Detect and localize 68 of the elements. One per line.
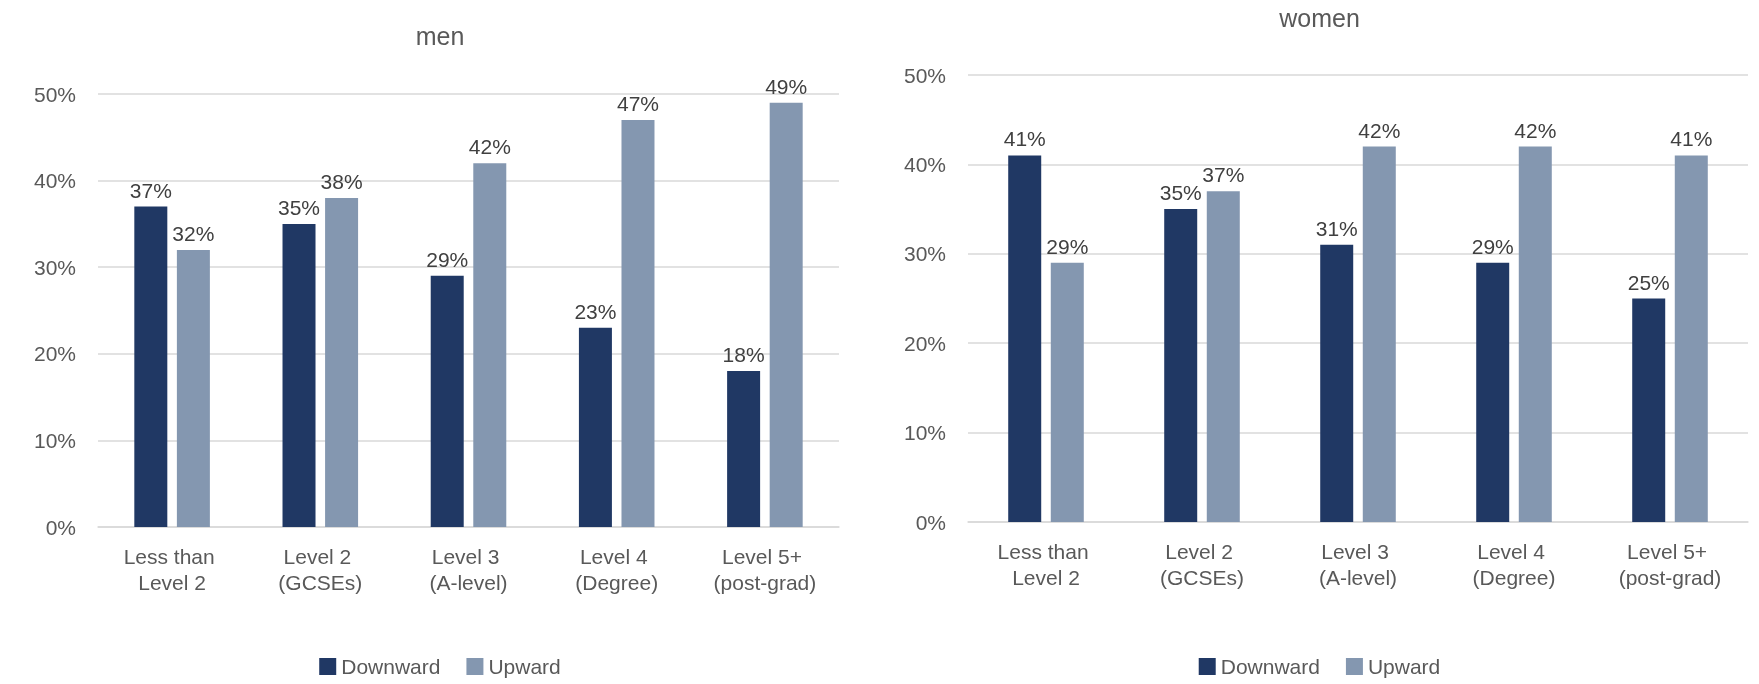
- y-tick-label: 20%: [903, 331, 946, 355]
- data-label: 29%: [1046, 234, 1089, 258]
- bar: [1320, 244, 1354, 522]
- legend-label: Upward: [488, 655, 561, 678]
- y-tick-label: 30%: [903, 242, 946, 266]
- data-label: 38%: [320, 169, 363, 193]
- x-tick-label: Level 3 (A-level): [429, 544, 508, 594]
- bar: [621, 119, 655, 527]
- bar: [578, 327, 612, 527]
- data-label: 29%: [426, 247, 469, 271]
- bar: [473, 163, 507, 527]
- data-label: 42%: [468, 135, 511, 159]
- data-label: 23%: [574, 299, 617, 323]
- data-label: 47%: [616, 91, 659, 115]
- data-label: 18%: [722, 343, 765, 367]
- x-tick-label: Level 5+ (post-grad): [1618, 539, 1722, 589]
- data-label: 29%: [1471, 234, 1514, 258]
- y-tick-label: 40%: [903, 152, 946, 176]
- x-tick-label: Level 2 (GCSEs): [1160, 539, 1244, 589]
- bar: [1632, 298, 1666, 522]
- data-label: 32%: [172, 221, 215, 245]
- data-label: 37%: [1202, 163, 1245, 187]
- data-label: 35%: [1159, 181, 1202, 205]
- bar: [1164, 209, 1198, 522]
- legend-label: Downward: [1220, 655, 1320, 678]
- bar: [1362, 146, 1396, 522]
- data-label: 41%: [1003, 127, 1046, 151]
- x-tick-label: Level 3 (A-level): [1318, 539, 1398, 589]
- bar: [1008, 155, 1042, 522]
- bar: [134, 206, 168, 527]
- y-tick-label: 30%: [33, 255, 76, 279]
- chart-title: men: [415, 21, 465, 50]
- y-tick-label: 10%: [33, 428, 76, 452]
- data-label: 25%: [1627, 270, 1670, 294]
- bar: [769, 102, 803, 527]
- bar: [1674, 155, 1708, 522]
- data-label: 31%: [1315, 216, 1358, 240]
- y-tick-label: 50%: [33, 82, 76, 106]
- y-tick-label: 40%: [33, 169, 76, 193]
- bar: [176, 249, 210, 527]
- bar: [325, 197, 359, 527]
- bar: [282, 223, 316, 527]
- legend-label: Downward: [341, 655, 441, 678]
- bar: [1476, 262, 1510, 522]
- y-tick-label: 0%: [45, 515, 76, 539]
- data-label: 49%: [765, 74, 808, 98]
- bar: [727, 371, 761, 527]
- data-label: 42%: [1358, 118, 1401, 142]
- legend-label: Upward: [1367, 655, 1441, 678]
- x-tick-label: Level 5+ (post-grad): [713, 544, 817, 594]
- data-label: 42%: [1514, 118, 1557, 142]
- x-tick-label: Level 4 (Degree): [575, 544, 659, 594]
- bar: [1518, 146, 1552, 522]
- y-tick-label: 20%: [33, 342, 76, 366]
- data-label: 37%: [129, 178, 172, 202]
- bar: [430, 275, 464, 527]
- bar: [1050, 262, 1084, 522]
- data-label: 41%: [1670, 127, 1713, 151]
- x-tick-label: Less than Level 2: [997, 539, 1095, 589]
- data-label: 35%: [278, 195, 321, 219]
- bar: [1206, 191, 1240, 522]
- y-tick-label: 10%: [903, 421, 946, 445]
- x-tick-label: Less than Level 2: [123, 544, 221, 594]
- y-tick-label: 0%: [915, 510, 946, 534]
- y-tick-label: 50%: [903, 63, 946, 87]
- x-tick-label: Level 2 (GCSEs): [278, 544, 363, 594]
- x-tick-label: Level 4 (Degree): [1472, 539, 1556, 589]
- chart-title: women: [1278, 3, 1360, 32]
